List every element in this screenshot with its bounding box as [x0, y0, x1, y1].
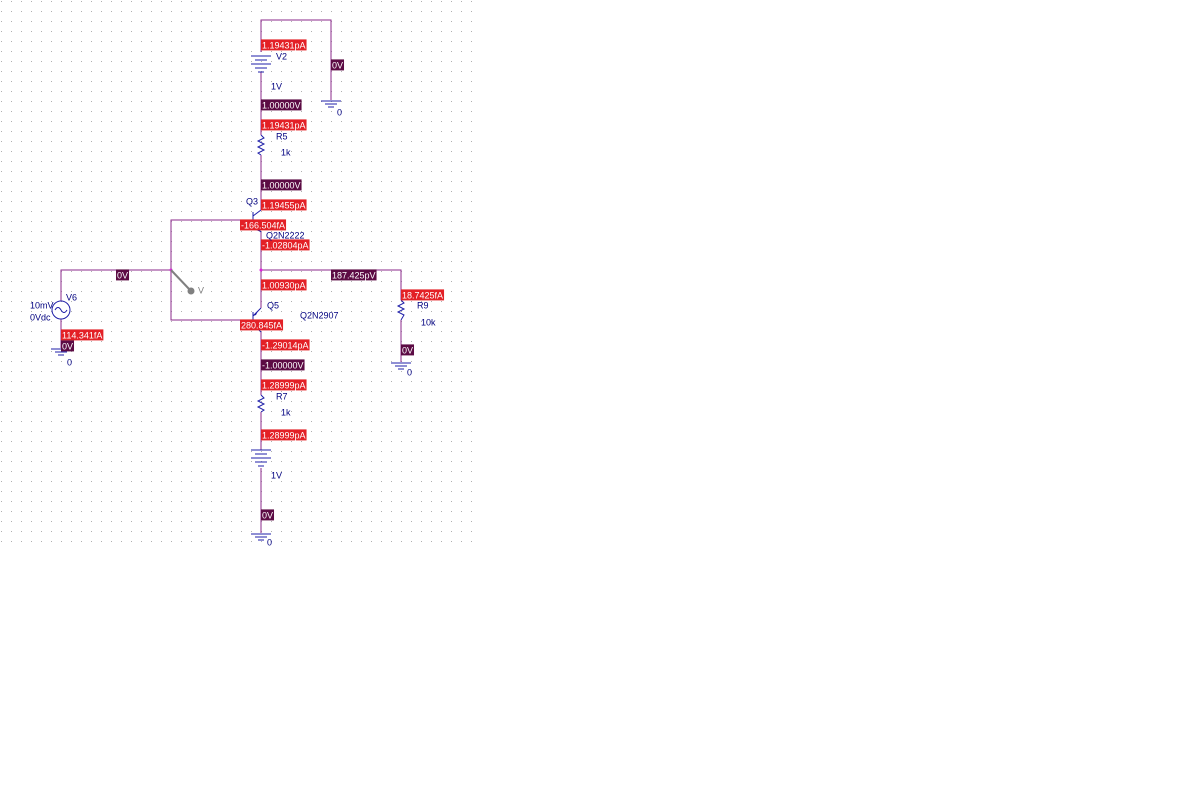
part-value: 1k	[281, 407, 291, 417]
part-ref: V6	[66, 292, 77, 302]
label-background	[61, 329, 104, 341]
label-background	[261, 339, 310, 351]
current-label: 1.28999pA	[261, 379, 307, 391]
part-value: 10mV	[30, 300, 54, 310]
label-background	[261, 179, 302, 191]
label-background	[240, 319, 284, 331]
current-text: 1.19455pA	[262, 200, 306, 210]
voltage-text: 0V	[332, 60, 343, 70]
voltage-text: 1.00000V	[262, 180, 301, 190]
part-ref: R7	[276, 391, 288, 401]
ground-label: 0	[337, 107, 342, 117]
label-background	[261, 199, 307, 211]
voltage-label: 1.00000V	[261, 99, 302, 111]
part-ref: Q3	[246, 196, 258, 206]
voltage-text: 0V	[117, 270, 128, 280]
label-background	[331, 59, 345, 71]
current-label: 114.341fA	[61, 329, 104, 341]
label-background	[401, 289, 445, 301]
current-text: 18.7425fA	[402, 290, 443, 300]
current-text: 1.19431pA	[262, 120, 306, 130]
voltage-text: 1.00000V	[262, 100, 301, 110]
probe-label: V	[198, 285, 204, 295]
current-label: 280.845fA	[240, 319, 284, 331]
part-value: 0Vdc	[30, 312, 51, 322]
current-text: 1.19431pA	[262, 40, 306, 50]
current-label: 1.00930pA	[261, 279, 307, 291]
label-background	[261, 119, 307, 131]
current-label: 18.7425fA	[401, 289, 445, 301]
current-label: 1.19455pA	[261, 199, 307, 211]
current-label: -1.02804pA	[261, 239, 310, 251]
voltage-text: 187.425pV	[332, 270, 376, 280]
voltage-label: 1.00000V	[261, 179, 302, 191]
label-background	[261, 429, 307, 441]
label-background	[61, 340, 75, 352]
part-value: 1k	[281, 147, 291, 157]
label-background	[261, 99, 302, 111]
current-label: -1.29014pA	[261, 339, 310, 351]
grid	[0, 0, 472, 550]
label-background	[261, 279, 307, 291]
part-ref: R9	[417, 300, 429, 310]
current-text: -1.02804pA	[262, 240, 309, 250]
voltage-label: 0V	[401, 344, 415, 356]
voltage-label: 0V	[331, 59, 345, 71]
current-label: 1.19431pA	[261, 119, 307, 131]
label-background	[261, 509, 275, 521]
voltage-label: 187.425pV	[331, 269, 377, 281]
label-background	[261, 379, 307, 391]
label-background	[116, 269, 130, 281]
part-value: Q2N2222	[266, 230, 305, 240]
label-background	[240, 219, 287, 231]
voltage-label: 0V	[116, 269, 130, 281]
voltage-text: 0V	[262, 510, 273, 520]
current-label: 1.19431pA	[261, 39, 307, 51]
ground-label: 0	[407, 367, 412, 377]
current-text: 1.28999pA	[262, 430, 306, 440]
label-background	[261, 239, 310, 251]
ground-label: 0	[67, 357, 72, 367]
part-ref: V2	[276, 51, 287, 61]
part-ref: R5	[276, 131, 288, 141]
label-background	[261, 39, 307, 51]
voltage-text: 0V	[62, 341, 73, 351]
part-value: 10k	[421, 317, 436, 327]
voltage-label: 0V	[261, 509, 275, 521]
current-text: 114.341fA	[62, 330, 102, 340]
current-text: 1.28999pA	[262, 380, 306, 390]
part-labels: V2 1V 0 R5 1k Q3 Q2N2222 V R9 10k Q5 Q2N…	[30, 51, 436, 547]
voltage-text: -1.00000V	[262, 360, 304, 370]
label-background	[261, 359, 305, 371]
current-text: -1.29014pA	[262, 340, 309, 350]
part-value: Q2N2907	[300, 310, 339, 320]
current-label: 1.28999pA	[261, 429, 307, 441]
part-value: 1V	[271, 81, 282, 91]
voltage-label: 0V	[61, 340, 75, 352]
current-text: 280.845fA	[241, 320, 282, 330]
current-text: -166.504fA	[241, 220, 285, 230]
current-text: 1.00930pA	[262, 280, 306, 290]
voltage-text: 0V	[402, 345, 413, 355]
ground-label: 0	[267, 537, 272, 547]
part-value: 1V	[271, 470, 282, 480]
part-ref: Q5	[267, 300, 279, 310]
current-label: -166.504fA	[240, 219, 287, 231]
label-background	[331, 269, 377, 281]
label-background	[401, 344, 415, 356]
voltage-label: -1.00000V	[261, 359, 305, 371]
